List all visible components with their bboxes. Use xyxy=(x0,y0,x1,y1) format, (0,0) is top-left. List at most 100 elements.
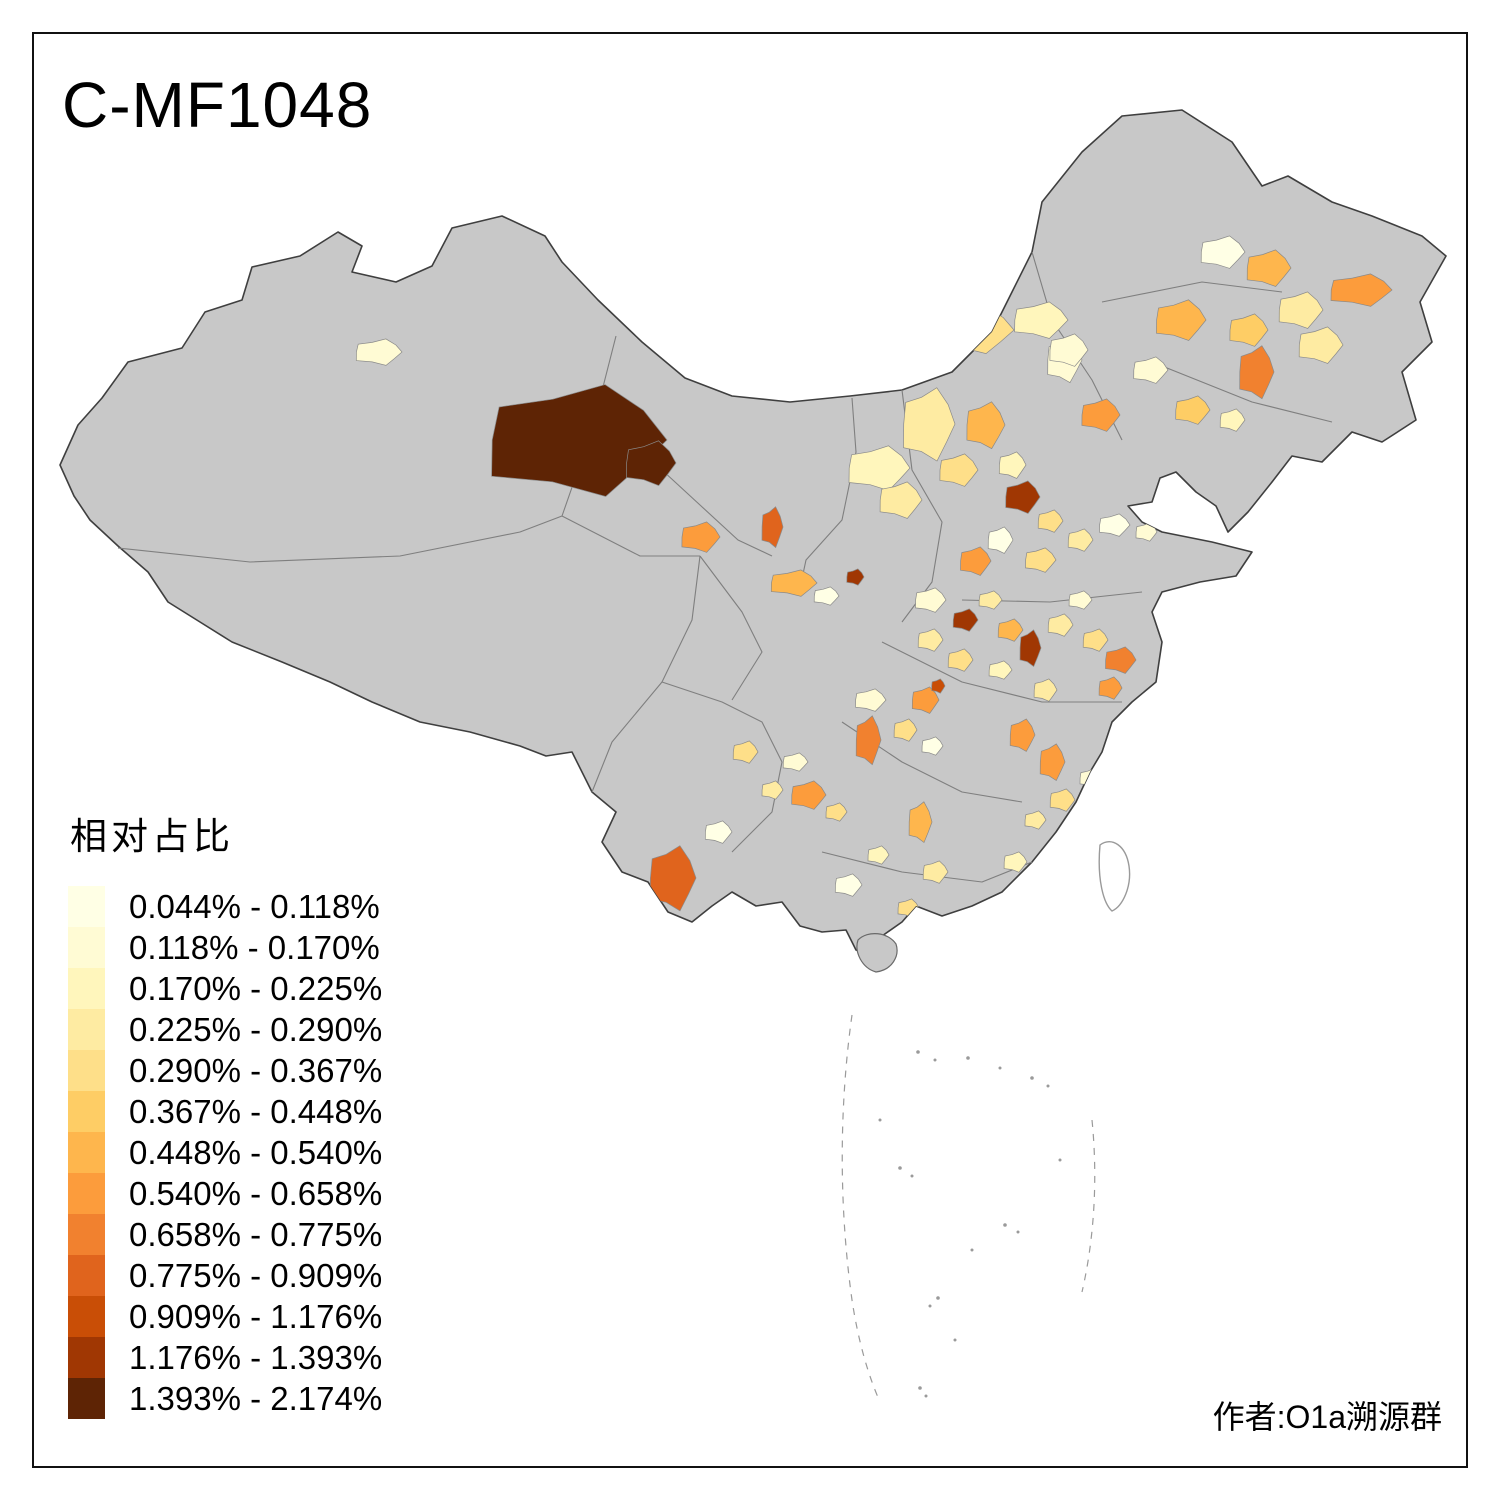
legend-swatch xyxy=(68,1009,105,1050)
legend-row: 0.044% - 0.118% xyxy=(68,886,382,927)
legend-swatch xyxy=(68,1050,105,1091)
legend-row: 0.225% - 0.290% xyxy=(68,1009,382,1050)
author-credit: 作者:O1a溯源群 xyxy=(1212,1399,1442,1435)
prefecture-region xyxy=(915,587,947,613)
prefecture-region xyxy=(491,384,668,497)
prefecture-region xyxy=(1239,345,1275,400)
prefecture-region xyxy=(893,718,918,742)
legend-bin-label: 1.393% - 2.174% xyxy=(129,1379,383,1417)
prefecture-region xyxy=(921,736,944,756)
prefecture-region xyxy=(978,590,1003,610)
prefecture-region xyxy=(1049,333,1089,367)
prefecture-region xyxy=(782,752,809,772)
legend-row: 0.540% - 0.658% xyxy=(68,1173,382,1214)
legend-row: 0.170% - 0.225% xyxy=(68,968,382,1009)
prefecture-region xyxy=(879,481,923,519)
legend-row: 0.118% - 0.170% xyxy=(68,927,382,968)
prefecture-region xyxy=(1009,718,1036,752)
prefecture-region xyxy=(1219,408,1246,432)
legend-bin-label: 0.290% - 0.367% xyxy=(129,1051,383,1089)
legend-rows: 0.044% - 0.118% 0.118% - 0.170% 0.170% - 0… xyxy=(68,886,382,1419)
prefecture-region xyxy=(813,586,840,606)
legend-row: 1.176% - 1.393% xyxy=(68,1337,382,1378)
choropleth-regions xyxy=(355,235,1393,918)
prefecture-region xyxy=(966,401,1006,450)
legend-swatch xyxy=(68,1091,105,1132)
legend-bin-label: 0.775% - 0.909% xyxy=(129,1256,383,1294)
legend-bin-label: 0.367% - 0.448% xyxy=(129,1092,383,1130)
page-title: C-MF1048 xyxy=(62,69,373,141)
china-mainland xyxy=(59,109,1447,957)
legend-swatch xyxy=(68,1132,105,1173)
prefecture-region xyxy=(770,569,818,597)
prefecture-region xyxy=(1014,301,1069,339)
prefecture-region xyxy=(355,338,403,366)
legend-row: 0.448% - 0.540% xyxy=(68,1132,382,1173)
legend-swatch xyxy=(68,968,105,1009)
prefecture-region xyxy=(1024,810,1047,830)
prefecture-region xyxy=(1039,743,1066,782)
legend-row: 0.909% - 1.176% xyxy=(68,1296,382,1337)
legend-row: 0.290% - 0.367% xyxy=(68,1050,382,1091)
prefecture-region xyxy=(997,618,1024,642)
prefecture-region xyxy=(1005,480,1041,514)
south-china-sea-boundary xyxy=(841,1014,1096,1403)
taiwan-island xyxy=(1098,840,1131,912)
legend-bin-label: 0.540% - 0.658% xyxy=(129,1174,383,1212)
legend-swatch xyxy=(68,1378,105,1419)
legend-row: 1.393% - 2.174% xyxy=(68,1378,382,1419)
prefecture-region xyxy=(855,715,882,766)
legend-row: 0.775% - 0.909% xyxy=(68,1255,382,1296)
prefecture-region xyxy=(922,860,949,884)
legend-swatch xyxy=(68,1214,105,1255)
legend-swatch xyxy=(68,886,105,927)
prefecture-region xyxy=(931,678,946,694)
prefecture-region xyxy=(1068,590,1093,610)
hainan-island xyxy=(856,933,898,973)
legend-row: 0.658% - 0.775% xyxy=(68,1214,382,1255)
prefecture-region xyxy=(939,453,979,487)
prefecture-region xyxy=(1033,678,1058,702)
prefecture-region xyxy=(1246,249,1292,287)
prefecture-region xyxy=(834,873,863,897)
prefecture-region xyxy=(1067,528,1094,552)
legend-row: 0.367% - 0.448% xyxy=(68,1091,382,1132)
legend-bin-label: 0.448% - 0.540% xyxy=(129,1133,383,1171)
legend-swatch xyxy=(68,1296,105,1337)
prefecture-region xyxy=(732,740,759,764)
legend-bin-label: 0.044% - 0.118% xyxy=(129,887,380,925)
prefecture-region xyxy=(1229,313,1269,347)
prefecture-region xyxy=(681,521,721,553)
prefecture-region xyxy=(1098,676,1123,700)
prefecture-region xyxy=(903,387,956,462)
prefecture-region xyxy=(952,608,979,632)
legend-bin-label: 0.658% - 0.775% xyxy=(129,1215,383,1253)
prefecture-region xyxy=(1047,613,1074,637)
prefecture-region xyxy=(987,526,1014,554)
legend-bin-label: 0.170% - 0.225% xyxy=(129,969,383,1007)
prefecture-region xyxy=(761,506,784,549)
prefecture-region xyxy=(1200,235,1246,269)
prefecture-region xyxy=(1099,513,1131,537)
legend-swatch xyxy=(68,1173,105,1214)
prefecture-region xyxy=(867,845,890,865)
prefecture-region xyxy=(855,688,887,712)
prefecture-region xyxy=(1019,629,1042,668)
prefecture-region xyxy=(1081,398,1121,432)
prefecture-region xyxy=(846,568,865,586)
prefecture-region xyxy=(1049,788,1076,812)
prefecture-region xyxy=(1298,326,1344,364)
legend-bin-label: 0.909% - 1.176% xyxy=(129,1297,383,1335)
prefecture-region xyxy=(1175,395,1211,425)
prefecture-region xyxy=(761,780,784,800)
prefecture-region xyxy=(947,648,974,672)
prefecture-region xyxy=(998,451,1027,479)
prefecture-region xyxy=(1156,299,1207,341)
legend-bin-label: 1.176% - 1.393% xyxy=(129,1338,383,1376)
prefecture-region xyxy=(1133,356,1169,384)
prefecture-region xyxy=(791,780,827,810)
legend-swatch xyxy=(68,1255,105,1296)
prefecture-region xyxy=(908,801,933,844)
